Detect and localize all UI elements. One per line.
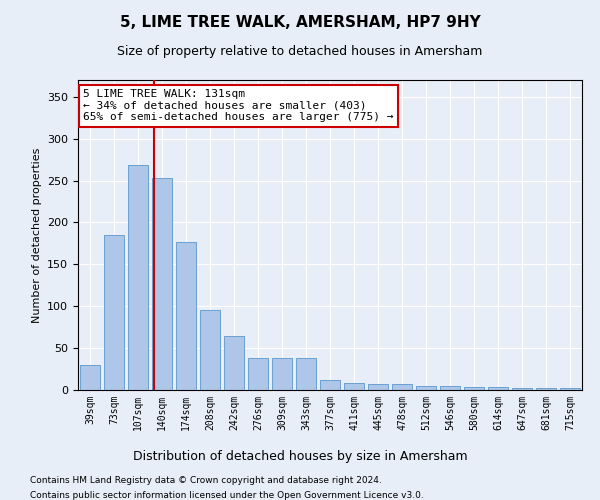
Bar: [440, 386, 460, 390]
Text: Contains HM Land Registry data © Crown copyright and database right 2024.: Contains HM Land Registry data © Crown c…: [30, 476, 382, 485]
Bar: [464, 388, 484, 390]
Bar: [344, 384, 364, 390]
Text: 5 LIME TREE WALK: 131sqm
← 34% of detached houses are smaller (403)
65% of semi-: 5 LIME TREE WALK: 131sqm ← 34% of detach…: [83, 90, 394, 122]
Bar: [560, 388, 580, 390]
Bar: [152, 178, 172, 390]
Bar: [416, 386, 436, 390]
Bar: [176, 242, 196, 390]
Bar: [128, 166, 148, 390]
Bar: [392, 384, 412, 390]
Text: Contains public sector information licensed under the Open Government Licence v3: Contains public sector information licen…: [30, 491, 424, 500]
Bar: [80, 365, 100, 390]
Text: Distribution of detached houses by size in Amersham: Distribution of detached houses by size …: [133, 450, 467, 463]
Bar: [200, 310, 220, 390]
Bar: [536, 388, 556, 390]
Bar: [104, 235, 124, 390]
Bar: [224, 336, 244, 390]
Text: 5, LIME TREE WALK, AMERSHAM, HP7 9HY: 5, LIME TREE WALK, AMERSHAM, HP7 9HY: [119, 15, 481, 30]
Bar: [512, 388, 532, 390]
Y-axis label: Number of detached properties: Number of detached properties: [32, 148, 41, 322]
Bar: [248, 358, 268, 390]
Bar: [296, 358, 316, 390]
Bar: [272, 358, 292, 390]
Bar: [320, 380, 340, 390]
Bar: [368, 384, 388, 390]
Text: Size of property relative to detached houses in Amersham: Size of property relative to detached ho…: [118, 45, 482, 58]
Bar: [488, 388, 508, 390]
